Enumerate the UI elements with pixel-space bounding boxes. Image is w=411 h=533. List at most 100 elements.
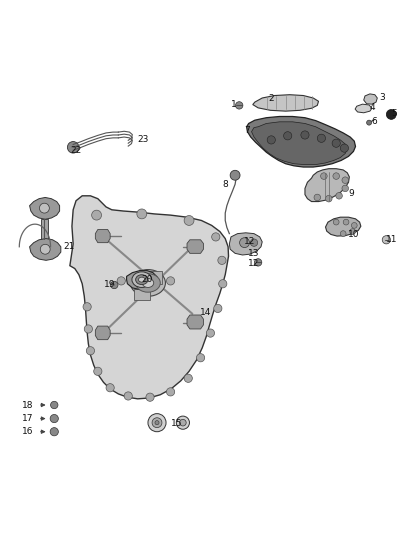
Polygon shape [95,230,110,243]
Polygon shape [187,315,203,329]
Ellipse shape [136,274,148,285]
Text: 8: 8 [222,180,228,189]
Circle shape [314,194,321,201]
Text: 21: 21 [63,243,75,251]
Text: 20: 20 [141,275,153,284]
Ellipse shape [130,270,165,296]
Circle shape [240,238,249,248]
Circle shape [301,131,309,139]
Circle shape [152,418,162,427]
Circle shape [219,280,227,288]
Polygon shape [30,197,60,219]
Circle shape [67,142,79,153]
Polygon shape [305,168,349,201]
Circle shape [86,346,95,355]
Text: 9: 9 [349,189,354,198]
Circle shape [351,222,357,228]
Text: 7: 7 [244,126,249,134]
Text: 1: 1 [231,100,237,109]
Circle shape [137,209,147,219]
Circle shape [317,134,326,142]
Polygon shape [30,239,61,260]
Circle shape [117,277,125,285]
Circle shape [250,239,258,246]
Text: 15: 15 [171,419,182,428]
Circle shape [50,427,58,436]
Circle shape [212,233,220,241]
Circle shape [332,139,340,147]
Text: 12: 12 [248,259,260,268]
Polygon shape [134,289,150,300]
Circle shape [39,203,49,213]
Circle shape [94,367,102,375]
Circle shape [166,387,175,396]
Circle shape [336,192,342,199]
Circle shape [106,384,114,392]
Circle shape [350,229,356,235]
Circle shape [343,219,349,225]
Circle shape [184,374,192,382]
Circle shape [206,329,215,337]
Text: 3: 3 [379,93,385,102]
Text: 13: 13 [248,249,260,258]
Text: 19: 19 [104,280,116,289]
Circle shape [176,416,189,429]
Text: 4: 4 [369,102,375,111]
Text: 11: 11 [386,235,397,244]
Circle shape [146,393,154,401]
Polygon shape [95,326,110,340]
Polygon shape [41,219,48,247]
Polygon shape [247,117,356,167]
Circle shape [124,392,132,400]
Circle shape [333,219,339,225]
Circle shape [267,136,275,144]
Circle shape [367,120,372,125]
Text: 2: 2 [268,94,274,103]
Polygon shape [326,217,361,236]
Ellipse shape [142,278,154,287]
Polygon shape [364,94,377,104]
Ellipse shape [132,272,152,287]
Circle shape [214,304,222,312]
Polygon shape [187,240,203,253]
Text: 22: 22 [70,146,82,155]
Circle shape [386,109,396,119]
Text: 10: 10 [348,230,359,239]
Text: 14: 14 [200,308,211,317]
Polygon shape [253,95,319,111]
Circle shape [111,281,118,289]
Text: 17: 17 [22,414,34,423]
Circle shape [236,102,243,109]
Ellipse shape [139,277,145,282]
Circle shape [342,177,349,183]
Circle shape [321,173,327,180]
Polygon shape [127,271,157,289]
Circle shape [254,259,262,266]
Circle shape [155,421,159,425]
Circle shape [166,277,175,285]
Circle shape [333,173,339,180]
Circle shape [92,210,102,220]
Polygon shape [355,104,372,113]
Text: 23: 23 [137,135,149,144]
Circle shape [83,303,91,311]
Circle shape [326,196,332,202]
Ellipse shape [136,273,160,292]
Circle shape [51,401,58,409]
Circle shape [40,244,50,254]
Circle shape [284,132,292,140]
Circle shape [196,353,205,362]
Circle shape [180,419,186,426]
Text: 12: 12 [244,237,256,246]
Text: 18: 18 [22,400,34,409]
Polygon shape [252,122,347,165]
Circle shape [148,414,166,432]
Circle shape [184,215,194,225]
Circle shape [340,231,346,237]
Polygon shape [146,271,162,284]
Circle shape [50,415,58,423]
Circle shape [382,236,390,244]
Text: 5: 5 [392,109,397,118]
Polygon shape [229,233,262,255]
Circle shape [218,256,226,264]
